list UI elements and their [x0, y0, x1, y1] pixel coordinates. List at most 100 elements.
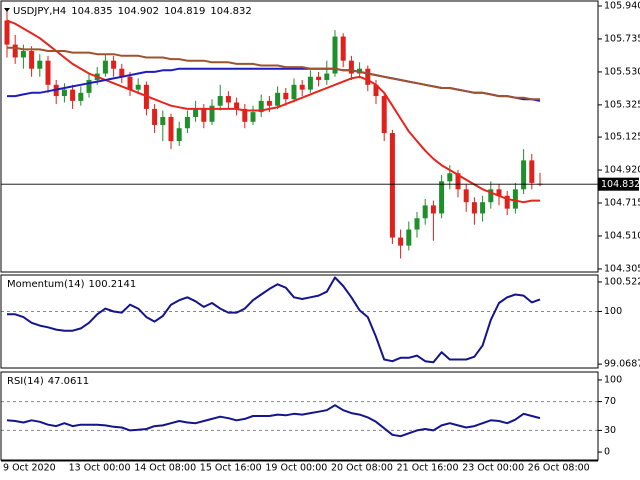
candle-body [275, 92, 281, 106]
panel-2 [1, 401, 598, 438]
candle-body [480, 202, 486, 214]
candle-body [414, 218, 420, 230]
candle-body [324, 73, 330, 80]
x-tick-label: 19 Oct 00:00 [265, 463, 327, 474]
candle-body [266, 100, 272, 106]
candle-body [373, 84, 379, 97]
candle-body [176, 128, 182, 142]
candle-body [471, 202, 477, 214]
y-tick-label: 105.735 [604, 33, 640, 44]
candle-body [12, 44, 18, 58]
price-box [598, 177, 639, 191]
candle-body [234, 102, 240, 109]
indicator-value: 47.0611 [48, 376, 89, 387]
candle-body [430, 205, 436, 214]
candle-body [332, 36, 338, 74]
indicator-name: Momentum(14) [7, 279, 85, 290]
candle-body [184, 116, 190, 129]
candle-body [496, 189, 502, 196]
candle-body [135, 84, 141, 90]
candle-body [29, 51, 35, 69]
candle-body [119, 68, 125, 77]
candle-body [258, 100, 264, 113]
candle-body [250, 112, 256, 122]
candle-body [217, 96, 223, 106]
candle-body [340, 36, 346, 61]
candle-body [406, 229, 412, 246]
candle-body [168, 116, 174, 142]
y-tick-label: 30 [604, 425, 616, 436]
y-tick-label: 100 [604, 306, 622, 317]
y-tick-label: 0 [604, 447, 610, 458]
y-tick-label: 104.920 [604, 165, 640, 176]
candle-body [193, 108, 199, 117]
series-line [6, 19, 540, 204]
candle-body [504, 195, 510, 209]
x-tick-label: 9 Oct 2020 [3, 463, 56, 474]
indicator-title: RSI(14) 47.0611 [7, 376, 89, 387]
candle-body [37, 60, 43, 69]
candle-body [529, 160, 535, 183]
candle-body [45, 60, 51, 85]
candle-body [111, 60, 117, 69]
y-tick-label: 100.5222 [604, 276, 640, 287]
series-line [6, 404, 541, 438]
panel-0 [4, 9, 543, 259]
y-tick-label: 104.305 [604, 263, 640, 274]
candle-body [389, 133, 395, 238]
y-tick-label: 99.0687 [604, 359, 640, 370]
header-arrow [4, 8, 10, 12]
ohlc-value: 104.835 [71, 6, 112, 17]
candle-body [225, 96, 231, 103]
y-tick-label: 105.125 [604, 132, 640, 143]
candle-body [439, 181, 445, 214]
candle-body [4, 20, 10, 45]
price-label: 104.832 [601, 179, 640, 190]
candle-body [512, 189, 518, 209]
candle-body [102, 60, 108, 74]
y-tick-label: 105.530 [604, 66, 640, 77]
candle-body [291, 84, 297, 100]
series-line [7, 276, 541, 364]
candle-body [398, 237, 404, 246]
candle-body [127, 76, 133, 90]
indicator-value: 100.2141 [89, 279, 137, 290]
indicator-title: Momentum(14) 100.2141 [7, 279, 136, 290]
x-tick-label: 26 Oct 08:00 [528, 463, 590, 474]
candle-body [242, 108, 248, 122]
x-tick-label: 21 Oct 16:00 [397, 463, 459, 474]
ohlc-value: 104.832 [210, 6, 251, 17]
candle-body [86, 79, 92, 93]
candle-body [488, 189, 494, 203]
series-line [7, 46, 540, 101]
y-tick-label: 104.510 [604, 230, 640, 241]
candle-body [447, 173, 453, 182]
panel-1 [1, 276, 598, 364]
candle-body [78, 92, 84, 101]
candle-body [348, 60, 354, 74]
candle-body [20, 51, 26, 58]
candle-body [381, 96, 387, 134]
candle-body [521, 160, 527, 190]
candle-body [307, 76, 313, 90]
indicator-name: RSI(14) [7, 376, 44, 387]
x-tick-label: 14 Oct 08:00 [134, 463, 196, 474]
candle-body [209, 105, 215, 122]
x-tick-label: 23 Oct 00:00 [462, 463, 524, 474]
candle-body [160, 116, 166, 126]
y-tick-label: 100 [604, 374, 622, 385]
candle-body [152, 108, 158, 126]
y-tick-label: 104.715 [604, 198, 640, 209]
x-tick-label: 20 Oct 08:00 [331, 463, 393, 474]
y-tick-label: 70 [604, 396, 616, 407]
ohlc-value: 104.819 [164, 6, 205, 17]
panel-frame [0, 371, 599, 461]
candle-body [463, 189, 469, 203]
chart-title: USDJPY,H4 104.835 104.902 104.819 104.832 [13, 6, 252, 17]
panel-frame [0, 274, 599, 369]
candle-body [422, 205, 428, 219]
